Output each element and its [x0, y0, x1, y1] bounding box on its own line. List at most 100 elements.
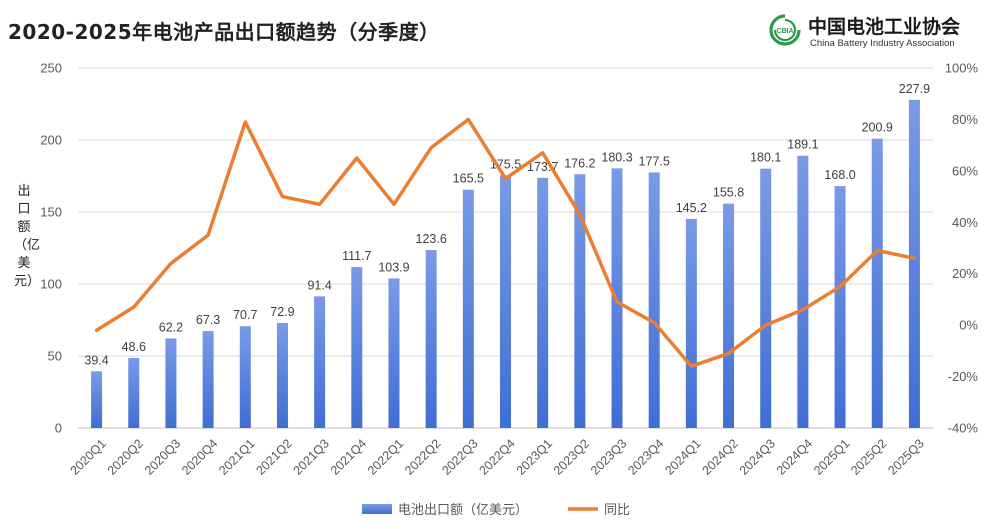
line-point	[912, 256, 916, 260]
bar-data-label: 39.4	[84, 353, 108, 367]
line-point	[318, 202, 322, 206]
y2-tick-label: 80%	[952, 112, 978, 127]
chart-legend: 电池出口额（亿美元） 同比	[362, 502, 630, 517]
x-tick-label: 2025Q2	[848, 436, 889, 477]
logo-mark-text: CBIA	[776, 28, 793, 35]
line-point	[243, 120, 247, 124]
bar	[128, 358, 140, 428]
x-tick-label: 2023Q3	[588, 436, 629, 477]
line-point	[466, 117, 470, 121]
y2-tick-label: 100%	[945, 61, 979, 76]
association-logo: CBIA 中国电池工业协会 China Battery Industry Ass…	[768, 10, 988, 54]
line-series	[94, 117, 917, 369]
legend-bar-swatch	[362, 504, 392, 514]
bar-data-label: 177.5	[639, 154, 670, 168]
bar	[276, 323, 288, 428]
line-point	[764, 323, 768, 327]
y2-tick-label: -20%	[948, 369, 979, 384]
bar	[202, 331, 214, 428]
y-tick-label: 0	[55, 421, 62, 436]
bar-data-label: 91.4	[307, 278, 331, 292]
bar	[314, 296, 326, 428]
line-point	[206, 233, 210, 237]
bar-data-label: 70.7	[233, 308, 257, 322]
line-point	[615, 300, 619, 304]
bar	[834, 186, 846, 428]
bar	[797, 155, 809, 429]
bar	[239, 326, 251, 428]
x-tick-label: 2024Q1	[662, 436, 703, 477]
y-axis-ticks: 0 50 100 150 200 250	[40, 61, 62, 436]
line-point	[504, 177, 507, 181]
x-tick-label: 2025Q3	[885, 436, 926, 477]
y2-axis-ticks: -40% -20% 0% 20% 40% 60% 80% 100%	[945, 61, 979, 436]
bar	[908, 99, 920, 428]
bar-data-label: 62.2	[159, 320, 183, 334]
line-point	[875, 249, 879, 253]
bar	[351, 267, 363, 428]
bar-data-label: 227.9	[899, 82, 930, 96]
bar-data-label: 103.9	[378, 260, 409, 274]
x-tick-label: 2021Q2	[253, 436, 294, 477]
bar	[574, 174, 586, 428]
bar	[462, 189, 474, 428]
bar	[760, 168, 772, 428]
x-tick-label: 2021Q3	[291, 436, 332, 477]
bar	[500, 175, 511, 428]
bar	[685, 218, 697, 428]
y-tick-label: 150	[40, 205, 62, 220]
y2-tick-label: 20%	[952, 266, 978, 281]
x-tick-label: 2022Q2	[402, 436, 443, 477]
y-axis-label: 出口额（亿美元）	[14, 184, 41, 289]
x-tick-label: 2020Q2	[105, 436, 146, 477]
line-point	[280, 195, 284, 199]
x-tick-label: 2022Q3	[439, 436, 480, 477]
bar-data-labels: 39.4 48.6 62.2 67.3 70.7 72.9 91.4 111.7 103.9 12…	[84, 82, 930, 367]
bar	[723, 203, 735, 428]
x-tick-label: 2023Q4	[625, 436, 666, 477]
bar-data-label: 72.9	[270, 305, 294, 319]
logo-name-cn: 中国电池工业协会	[808, 16, 961, 38]
bar	[91, 371, 103, 428]
bar	[388, 278, 400, 428]
x-tick-label: 2024Q3	[737, 436, 778, 477]
y-tick-label: 250	[40, 61, 62, 76]
bar-data-label: 165.5	[453, 172, 484, 186]
line-point	[689, 364, 693, 368]
x-tick-label: 2023Q2	[551, 436, 592, 477]
bar-data-label: 111.7	[342, 249, 371, 263]
y-tick-label: 50	[48, 349, 62, 364]
line-point	[727, 351, 731, 355]
y2-tick-label: 40%	[952, 215, 978, 230]
legend-line-label: 同比	[604, 502, 630, 517]
bar-data-label: 200.9	[862, 121, 893, 135]
x-tick-label: 2021Q4	[328, 436, 369, 477]
x-tick-label: 2021Q1	[216, 436, 257, 477]
x-tick-label: 2024Q4	[774, 436, 815, 477]
x-tick-label: 2020Q1	[68, 436, 109, 477]
x-tick-label: 2022Q4	[476, 436, 517, 477]
line-point	[429, 146, 433, 150]
gridlines	[78, 67, 933, 429]
y-tick-label: 200	[40, 133, 62, 148]
bar-data-label: 180.3	[601, 150, 632, 164]
chart-title: 2020-2025年电池产品出口额趋势（分季度）	[8, 20, 440, 44]
bar-data-label: 189.1	[787, 138, 818, 152]
y-tick-label: 100	[40, 277, 62, 292]
y2-tick-label: -40%	[948, 421, 979, 436]
line-point	[838, 285, 842, 289]
bar-data-label: 145.2	[676, 201, 707, 215]
y2-tick-label: 60%	[952, 163, 978, 178]
logo-name-en: China Battery Industry Association	[810, 38, 955, 49]
bar	[871, 138, 883, 429]
x-tick-label: 2023Q1	[514, 436, 555, 477]
cbia-logo-icon: CBIA	[769, 14, 801, 46]
bar-data-label: 168.0	[824, 168, 855, 182]
line-point	[355, 156, 359, 160]
bar-data-label: 48.6	[122, 340, 146, 354]
bar-data-label: 67.3	[196, 313, 220, 327]
x-tick-label: 2024Q2	[700, 436, 741, 477]
line-point	[541, 151, 545, 155]
x-tick-label: 2025Q1	[811, 436, 852, 477]
